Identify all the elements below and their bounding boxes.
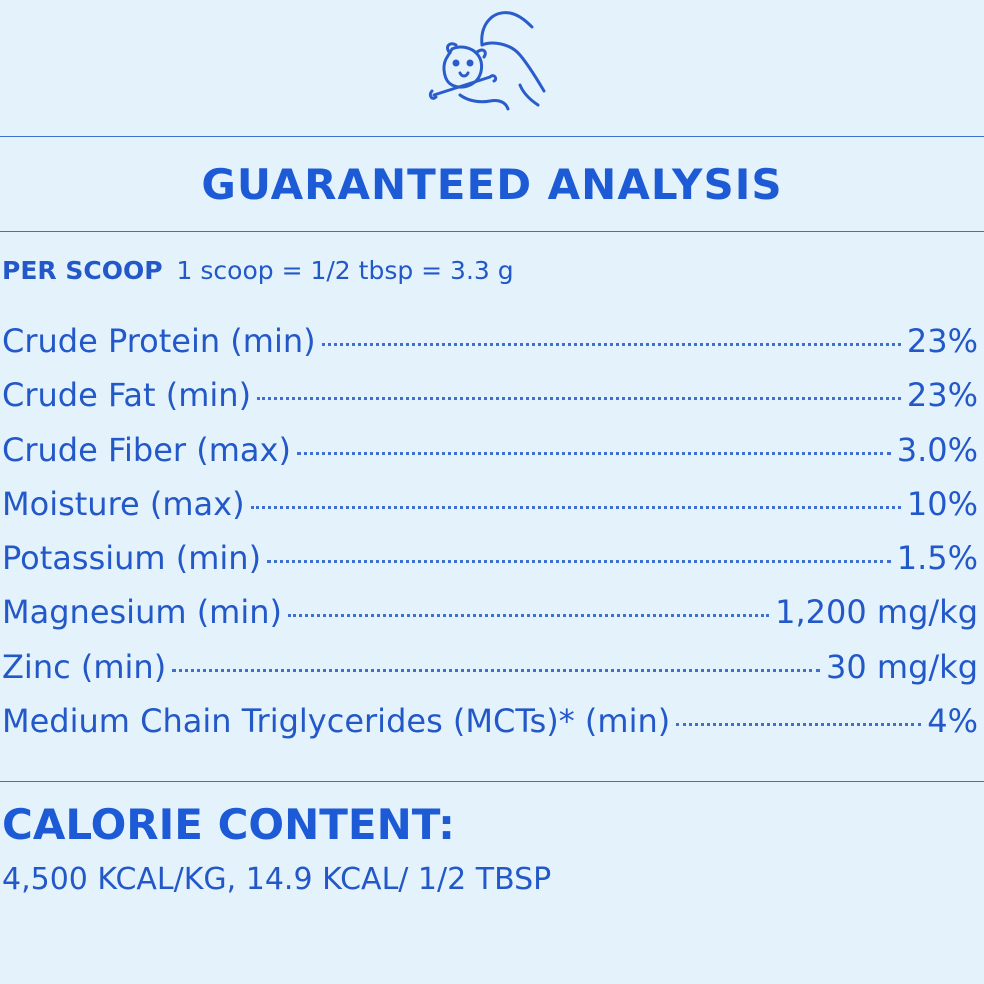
nutrient-value: 4% — [927, 702, 978, 741]
nutrient-label: Crude Fiber (max) — [2, 430, 291, 469]
serving: PER SCOOP 1 scoop = 1/2 tbsp = 3.3 g — [2, 256, 514, 285]
analysis-row: Medium Chain Triglycerides (MCTs)* (min)… — [2, 702, 978, 756]
nutrient-value: 1.5% — [896, 539, 978, 578]
analysis-rows: Crude Protein (min) 23% Crude Fat (min) 23%… — [2, 322, 978, 756]
dot-leader — [250, 505, 901, 509]
nutrient-label: Medium Chain Triglycerides (MCTs)* (min) — [2, 702, 671, 741]
nutrient-value: 3.0% — [896, 430, 978, 469]
nutrient-label: Zinc (min) — [2, 647, 167, 686]
analysis-row: Moisture (max) 10% — [2, 485, 978, 539]
dot-leader — [321, 343, 901, 346]
analysis-row: Magnesium (min) 1,200 mg/kg — [2, 593, 978, 647]
nutrient-value: 1,200 mg/kg — [775, 593, 978, 632]
serving-text: 1 scoop = 1/2 tbsp = 3.3 g — [176, 256, 514, 285]
nutrient-value: 30 mg/kg — [826, 647, 978, 686]
serving-label: PER SCOOP — [2, 256, 163, 285]
nutrient-value: 23% — [906, 376, 978, 415]
nutrient-label: Crude Protein (min) — [2, 322, 316, 360]
dot-leader — [267, 560, 891, 564]
divider — [0, 781, 984, 782]
title: GUARANTEED ANALYSIS — [201, 160, 783, 209]
calorie-text: 4,500 KCAL/KG, 14.9 KCAL/ 1/2 TBSP — [2, 862, 552, 897]
analysis-row: Crude Fat (min) 23% — [2, 376, 978, 430]
analysis-row: Zinc (min) 30 mg/kg — [2, 648, 978, 702]
dot-leader — [676, 723, 922, 727]
nutrient-label: Potassium (min) — [2, 539, 262, 578]
nutrient-value: 23% — [906, 322, 978, 360]
divider — [0, 136, 984, 137]
nutrient-label: Moisture (max) — [2, 484, 245, 523]
divider — [0, 231, 984, 232]
analysis-row: Crude Fiber (max) 3.0% — [2, 431, 978, 485]
dot-leader — [257, 397, 901, 401]
dot-leader — [172, 668, 820, 672]
nutrient-label: Crude Fat (min) — [2, 376, 252, 415]
calorie-heading: CALORIE CONTENT: — [2, 800, 455, 849]
dot-leader — [296, 451, 891, 455]
dot-leader — [288, 614, 770, 618]
nutrient-label: Magnesium (min) — [2, 593, 282, 632]
dog-icon — [428, 11, 546, 111]
analysis-row: Crude Protein (min) 23% — [2, 322, 978, 376]
analysis-row: Potassium (min) 1.5% — [2, 539, 978, 593]
nutrient-value: 10% — [906, 484, 978, 523]
